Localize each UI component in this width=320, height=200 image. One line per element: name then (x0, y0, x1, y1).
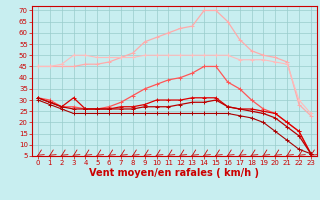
X-axis label: Vent moyen/en rafales ( km/h ): Vent moyen/en rafales ( km/h ) (89, 168, 260, 178)
